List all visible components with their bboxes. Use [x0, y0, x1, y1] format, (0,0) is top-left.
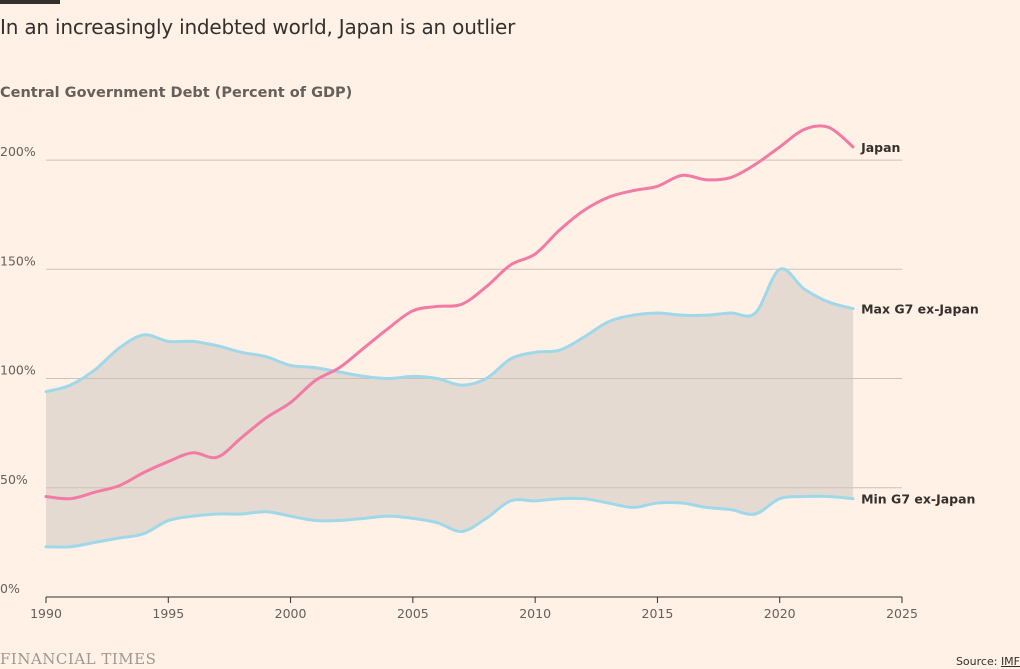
x-tick-label: 2025	[886, 606, 918, 621]
series-line-max-g7	[44, 267, 855, 394]
y-tick-label: 100%	[0, 363, 36, 378]
chart-subtitle: Central Government Debt (Percent of GDP)	[0, 85, 353, 101]
y-tick-label: 50%	[0, 472, 28, 487]
x-tick-label: 2015	[642, 606, 674, 621]
chart-title: In an increasingly indebted world, Japan…	[0, 15, 516, 39]
series-label-min-g7: Min G7 ex-Japan	[861, 492, 975, 507]
y-tick-label: 200%	[0, 144, 36, 159]
series-label-max-g7: Max G7 ex-Japan	[861, 302, 979, 317]
ft-top-bar	[0, 0, 60, 4]
x-tick-label: 2020	[764, 606, 796, 621]
x-tick-label: 2005	[397, 606, 429, 621]
y-tick-label: 150%	[0, 253, 36, 268]
source-prefix: Source:	[955, 655, 1001, 668]
y-tick-label: 0%	[0, 581, 20, 596]
series-line-japan	[44, 124, 855, 501]
series-label-japan: Japan	[860, 140, 900, 155]
x-tick-label: 1990	[30, 606, 62, 621]
x-tick-label: 1995	[152, 606, 184, 621]
g7-range-band	[46, 268, 854, 548]
x-tick-label: 2010	[519, 606, 551, 621]
series-line-min-g7	[44, 494, 855, 549]
x-tick-label: 2000	[275, 606, 307, 621]
ft-brand-logo: FINANCIAL TIMES	[0, 650, 157, 668]
source-note: Source: IMF	[956, 655, 1020, 668]
source-link[interactable]: IMF	[1000, 655, 1020, 668]
